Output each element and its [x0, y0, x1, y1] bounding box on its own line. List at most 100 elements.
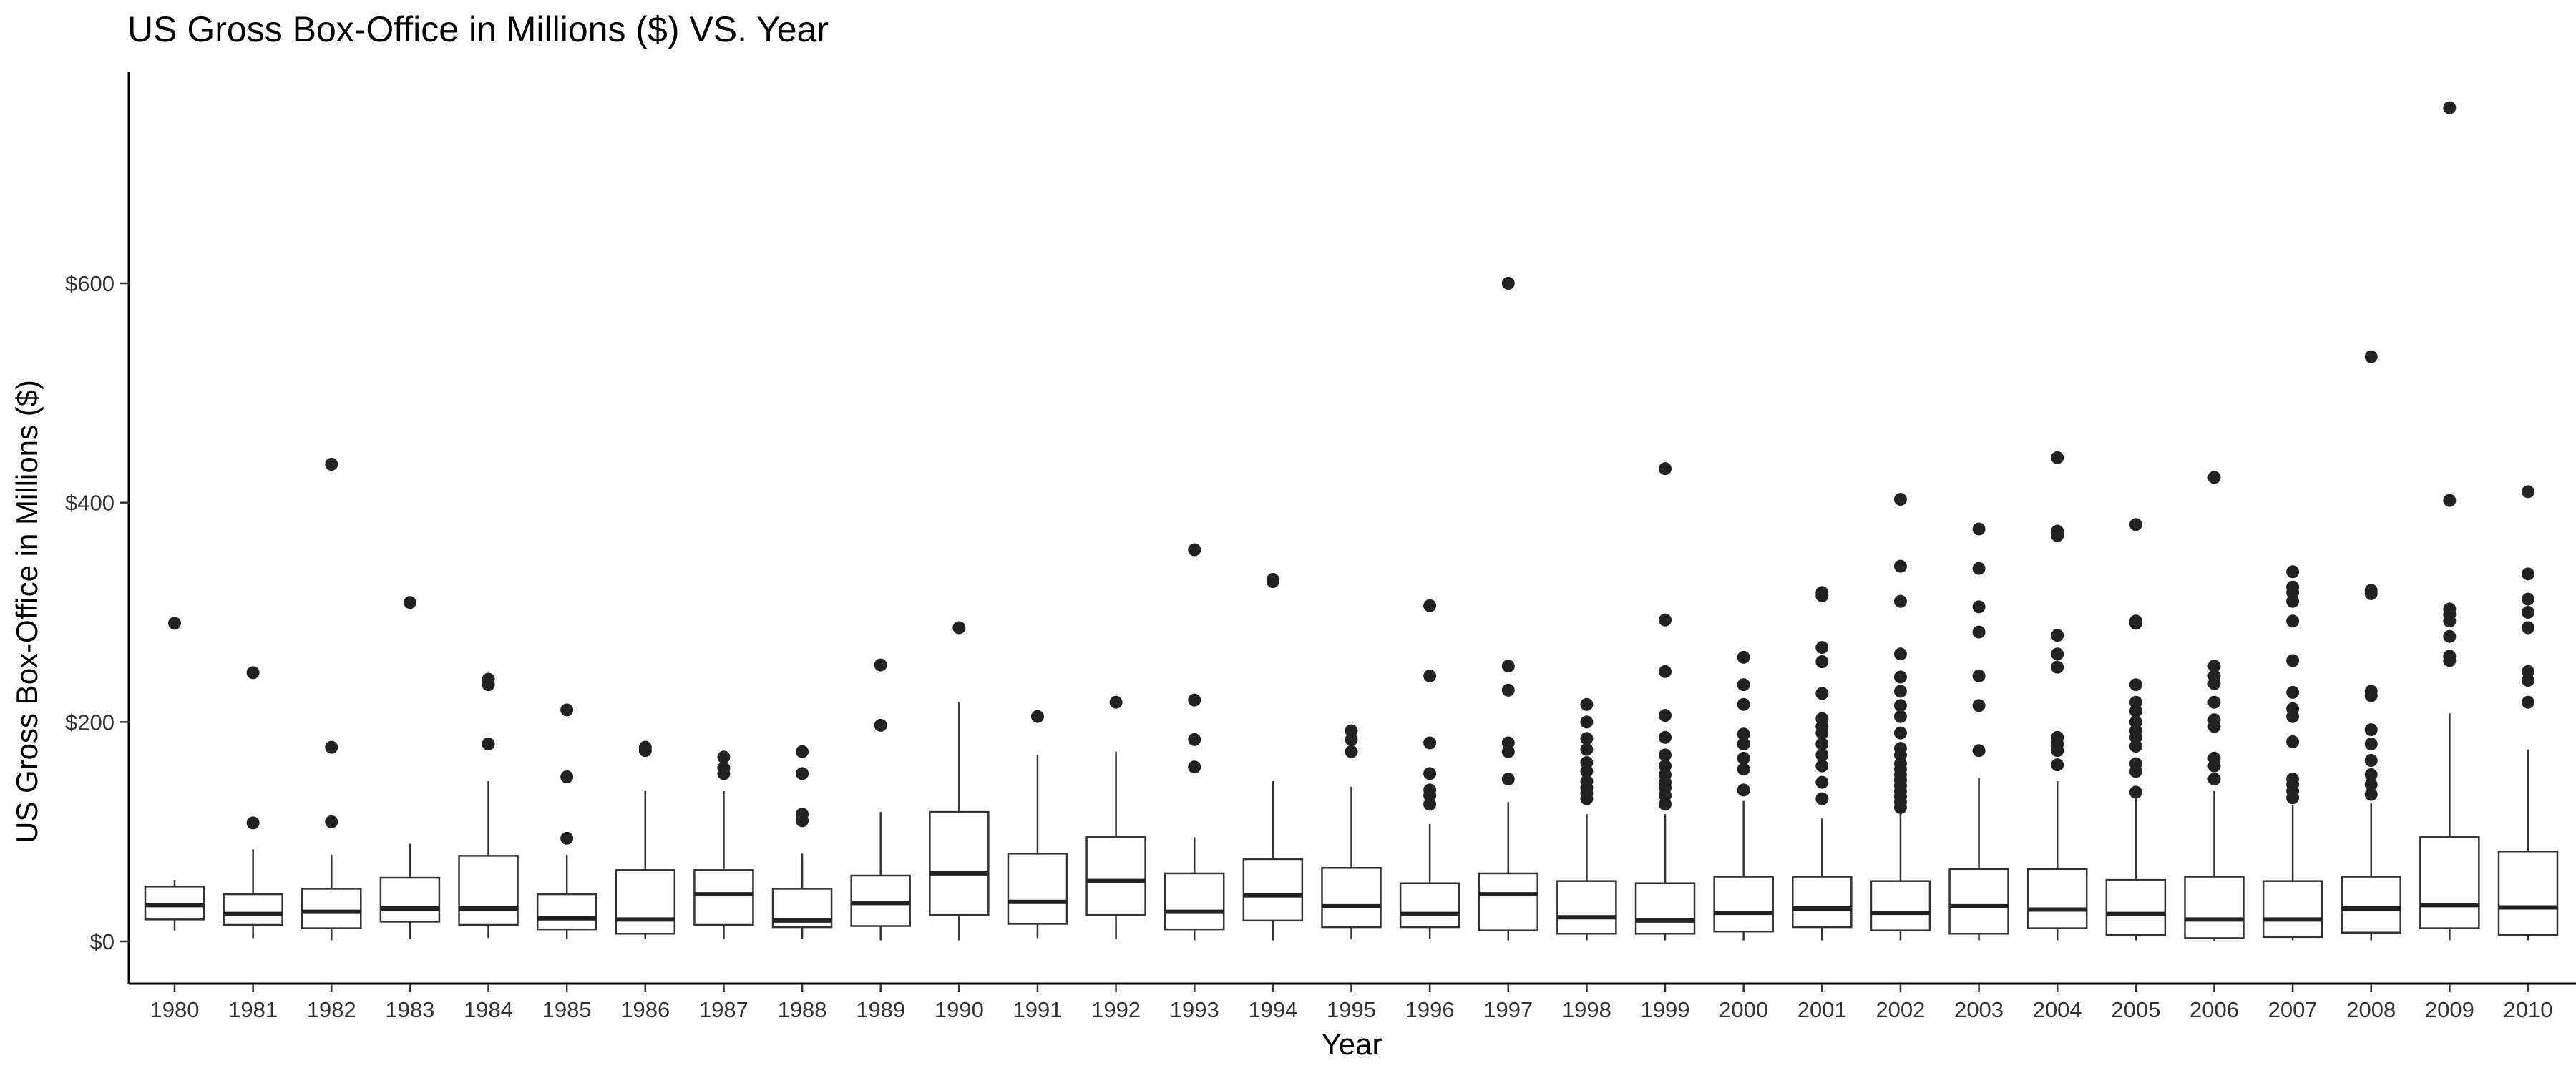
box-2007: [2262, 565, 2323, 941]
outlier-point: [796, 767, 809, 780]
iqr-box: [929, 810, 990, 916]
outlier-point: [2286, 773, 2300, 786]
outlier-point: [560, 831, 574, 845]
x-tick-label: 1989: [856, 997, 905, 1022]
iqr-box: [223, 893, 283, 926]
y-tick-label: $0: [90, 929, 114, 954]
outlier-point: [1815, 748, 1829, 762]
outlier-point: [1815, 641, 1829, 655]
outlier-point: [2129, 614, 2142, 628]
outlier-point: [1737, 751, 1750, 765]
outlier-point: [1188, 693, 1201, 707]
iqr-box: [1948, 868, 2009, 935]
outlier-point: [1423, 669, 1437, 682]
x-tick-label: 1983: [385, 997, 434, 1022]
outlier-point: [2364, 738, 2378, 750]
x-tick-label: 2003: [1954, 997, 2004, 1022]
outlier-point: [2051, 730, 2064, 744]
box-1983: [379, 596, 441, 939]
outlier-point: [1345, 724, 1358, 738]
outlier-point: [1972, 522, 1986, 536]
outlier-point: [325, 458, 338, 471]
iqr-box: [2341, 876, 2401, 934]
outlier-point: [717, 750, 731, 764]
outlier-point: [2129, 715, 2142, 729]
outlier-point: [2364, 754, 2378, 767]
iqr-box: [1634, 882, 1696, 935]
outlier-point: [1659, 730, 1672, 744]
outlier-point: [2364, 584, 2378, 597]
outlier-point: [2129, 695, 2142, 709]
outlier-point: [1815, 775, 1829, 789]
outlier-point: [1815, 792, 1829, 805]
outlier-point: [246, 816, 260, 830]
iqr-box: [850, 874, 911, 927]
box-1994: [1242, 573, 1304, 941]
x-tick-label: 1999: [1641, 997, 1690, 1022]
box-2002: [1870, 493, 1931, 941]
outlier-point: [2443, 602, 2457, 616]
x-axis: 1980 1981 1982 1983 1984 1985 1986 1987 1988 1989…: [129, 982, 2576, 1022]
outlier-point: [1580, 732, 1594, 745]
iqr-box: [2497, 851, 2559, 936]
outlier-point: [1815, 586, 1829, 599]
outlier-point: [1423, 599, 1437, 612]
outlier-point: [1501, 277, 1515, 290]
iqr-box: [379, 876, 441, 923]
x-tick-label: 1992: [1091, 997, 1141, 1022]
outlier-point: [2207, 660, 2221, 673]
outlier-point: [2207, 773, 2221, 786]
outlier-point: [2364, 778, 2378, 791]
outlier-point: [717, 761, 731, 775]
outlier-point: [2286, 580, 2300, 594]
box-1995: [1321, 724, 1382, 939]
outlier-point: [2364, 685, 2378, 698]
outlier-point: [796, 745, 809, 758]
outlier-point: [1893, 685, 1907, 698]
outlier-point: [2443, 101, 2457, 114]
box-1985: [536, 703, 597, 939]
outlier-point: [1972, 625, 1986, 639]
x-tick-label: 1995: [1327, 997, 1376, 1022]
outlier-point: [2286, 685, 2300, 699]
outlier-point: [2051, 629, 2064, 642]
outlier-point: [2522, 592, 2534, 606]
iqr-box: [301, 888, 362, 929]
x-tick-label: 1993: [1170, 997, 1219, 1022]
outlier-point: [1580, 743, 1594, 756]
outlier-point: [2129, 785, 2142, 799]
box-2004: [2026, 451, 2088, 941]
outlier-point: [1893, 594, 1907, 608]
iqr-box: [1556, 880, 1617, 935]
x-tick-label: 1996: [1405, 997, 1455, 1022]
outlier-point: [325, 815, 338, 828]
outlier-point: [2051, 758, 2064, 772]
outlier-point: [1659, 759, 1672, 773]
outlier-point: [2522, 695, 2534, 709]
x-axis-title: Year: [1322, 1027, 1382, 1061]
box-2009: [2419, 101, 2480, 941]
outlier-point: [560, 770, 574, 783]
outlier-point: [2364, 768, 2378, 781]
x-tick-label: 2009: [2425, 997, 2474, 1022]
chart-title: US Gross Box-Office in Millions ($) VS. …: [127, 9, 829, 49]
outlier-point: [1580, 756, 1594, 770]
outlier-point: [246, 666, 260, 680]
outlier-point: [2051, 647, 2064, 661]
outlier-point: [1501, 660, 1515, 673]
outlier-point: [1659, 613, 1672, 627]
iqr-box: [615, 869, 676, 935]
outlier-point: [2522, 606, 2534, 619]
x-tick-label: 1998: [1562, 997, 1611, 1022]
iqr-box: [2419, 836, 2480, 929]
iqr-box: [1007, 853, 1068, 925]
iqr-box: [1792, 876, 1853, 929]
outlier-point: [952, 621, 966, 635]
y-axis-title: US Gross Box-Office in Millions ($): [10, 380, 44, 843]
box-1982: [301, 458, 362, 941]
x-tick-label: 1982: [307, 997, 356, 1022]
x-tick-label: 2006: [2190, 997, 2239, 1022]
outlier-point: [1893, 647, 1907, 661]
x-tick-label: 1986: [620, 997, 670, 1022]
outlier-point: [1659, 462, 1672, 476]
